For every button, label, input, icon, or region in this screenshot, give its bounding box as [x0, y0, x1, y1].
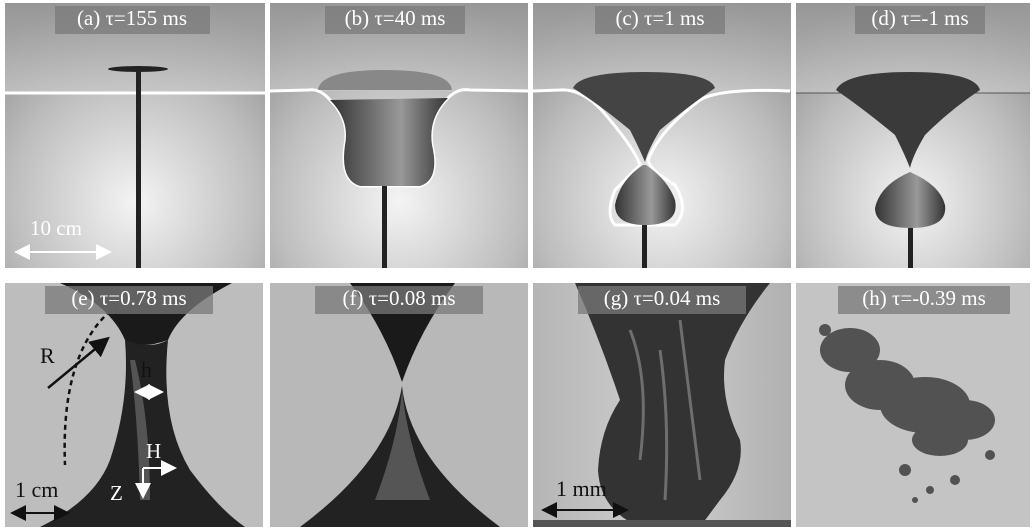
panel-label: (a) τ=155 ms: [77, 6, 187, 30]
panel-label: (d) τ=-1 ms: [871, 6, 968, 30]
scale-label: 10 cm: [30, 216, 82, 240]
neck-label: h: [141, 357, 152, 382]
scale-label: 1 mm: [556, 476, 607, 501]
panel-c: [533, 3, 791, 268]
panel-e: R h H Z 1 cm: [5, 283, 263, 527]
panel-a: 10 cm: [5, 3, 265, 268]
panel-label: (g) τ=0.04 ms: [604, 286, 721, 310]
panel-label: (c) τ=1 ms: [615, 6, 704, 30]
panel-label: (h) τ=-0.39 ms: [862, 286, 986, 310]
panel-d: [796, 3, 1030, 268]
panel-b: [270, 3, 528, 268]
panel-f: [270, 283, 528, 527]
scale-label: 1 cm: [15, 477, 58, 502]
radius-label: R: [40, 343, 55, 368]
panel-h: [796, 283, 1030, 527]
panel-label: (e) τ=0.78 ms: [71, 286, 186, 310]
panel-label: (f) τ=0.08 ms: [342, 286, 455, 310]
panel-label: (b) τ=40 ms: [345, 6, 446, 30]
panel-g: 1 mm: [533, 283, 791, 527]
h-axis-label: H: [146, 439, 161, 463]
z-axis-label: Z: [110, 481, 123, 505]
figure: 10 cm R h H Z: [0, 0, 1033, 529]
